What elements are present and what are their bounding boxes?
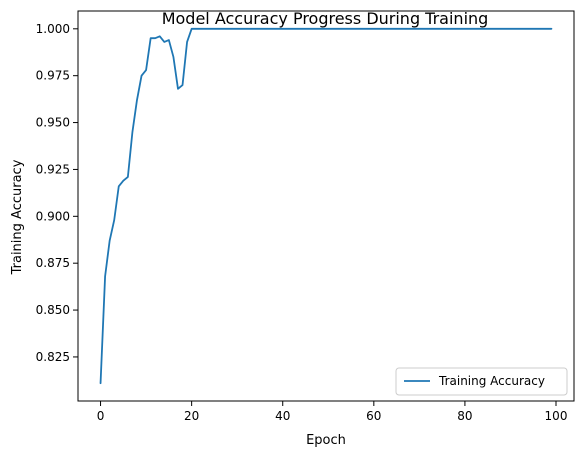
x-tick-label: 80 bbox=[457, 409, 472, 423]
legend-box bbox=[395, 367, 568, 396]
legend: Training Accuracy bbox=[395, 367, 568, 396]
y-tick-label: 1.000 bbox=[36, 22, 70, 36]
chart-title: Model Accuracy Progress During Training bbox=[162, 9, 489, 28]
series-layer bbox=[99, 27, 553, 385]
y-tick-label: 0.950 bbox=[36, 116, 70, 130]
y-tick-label: 0.925 bbox=[36, 162, 70, 176]
x-tick-label: 100 bbox=[545, 409, 568, 423]
y-tick-label: 0.875 bbox=[36, 256, 70, 270]
y-tick-label: 0.975 bbox=[36, 69, 70, 83]
y-axis-label: Training Accuracy bbox=[10, 159, 25, 275]
y-axis: 0.825 0.850 0.875 0.900 0.925 0.950 0.975 1.000 bbox=[36, 22, 78, 364]
x-tick-label: 0 bbox=[97, 409, 105, 423]
y-tick-label: 0.825 bbox=[36, 350, 70, 364]
training-accuracy-line bbox=[99, 27, 553, 385]
x-tick-label: 40 bbox=[275, 409, 290, 423]
legend-entry-label: Training Accuracy bbox=[438, 374, 545, 388]
plot-area-frame bbox=[77, 10, 575, 402]
x-tick-label: 60 bbox=[366, 409, 381, 423]
x-axis: 0 20 40 60 80 100 bbox=[97, 401, 568, 423]
y-tick-label: 0.900 bbox=[36, 209, 70, 223]
x-tick-label: 20 bbox=[184, 409, 199, 423]
x-axis-label: Epoch bbox=[306, 433, 346, 448]
y-tick-label: 0.850 bbox=[36, 303, 70, 317]
